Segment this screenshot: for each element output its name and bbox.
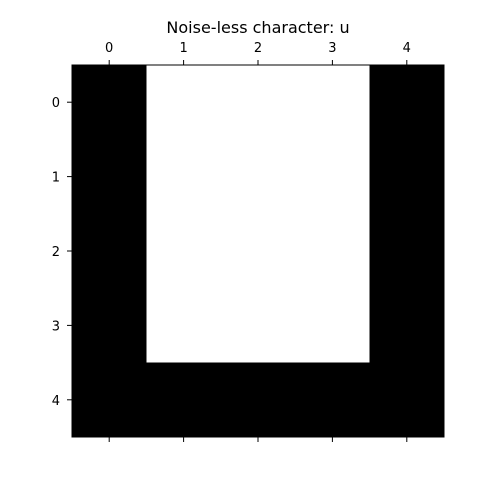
heatmap-cells [72,65,445,438]
heatmap-cell-r1-c1 [146,139,222,215]
heatmap-cell-r3-c2 [220,288,296,364]
heatmap-cell-r2-c2 [220,213,296,289]
y-tick-label-2: 2 [52,245,60,260]
heatmap-cell-r0-c0 [72,65,147,140]
heatmap-cell-r0-c3 [295,65,371,140]
heatmap-cell-r0-c4 [369,65,445,140]
x-tick-label-0: 0 [105,41,113,56]
x-tick-label-3: 3 [328,41,336,56]
heatmap-cell-r1-c3 [295,139,371,215]
heatmap-cell-r4-c3 [295,362,371,438]
x-tick-label-4: 4 [403,41,411,56]
heatmap-cell-r3-c3 [295,288,371,364]
heatmap-cell-r4-c0 [72,362,147,438]
heatmap-cell-r2-c4 [369,213,445,289]
heatmap-cell-r3-c0 [72,288,147,364]
heatmap-cell-r4-c1 [146,362,222,438]
heatmap-cell-r4-c2 [220,362,296,438]
y-tick-label-1: 1 [52,171,60,186]
heatmap-cell-r0-c2 [220,65,296,140]
heatmap-cell-r0-c1 [146,65,222,140]
heatmap-cell-r2-c3 [295,213,371,289]
heatmap-cell-r3-c1 [146,288,222,364]
heatmap-cell-r4-c4 [369,362,445,438]
y-tick-label-4: 4 [52,394,60,409]
heatmap-cell-r1-c2 [220,139,296,215]
y-axis-ticks: 0 1 2 3 4 [52,96,72,409]
chart-title: Noise-less character: u [166,18,349,37]
y-tick-label-3: 3 [52,319,60,334]
heatmap-cell-r1-c0 [72,139,147,215]
x-axis-ticks: 0 1 2 3 4 [105,41,411,442]
heatmap-cell-r3-c4 [369,288,445,364]
heatmap-cell-r2-c1 [146,213,222,289]
heatmap-cell-r1-c4 [369,139,445,215]
x-tick-label-1: 1 [179,41,187,56]
heatmap-cell-r2-c0 [72,213,147,289]
x-tick-label-2: 2 [254,41,262,56]
y-tick-label-0: 0 [52,96,60,111]
